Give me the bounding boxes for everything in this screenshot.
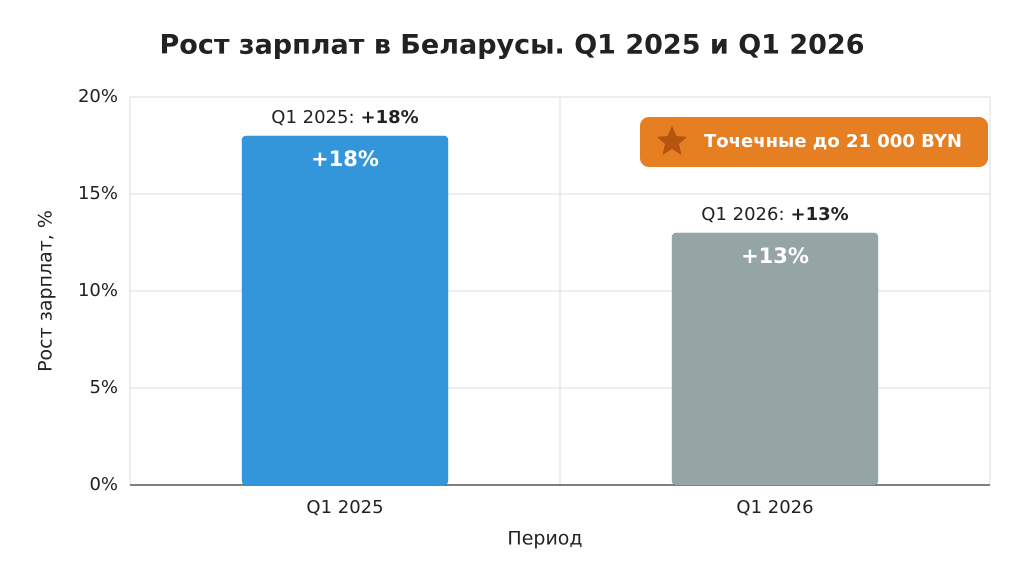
badge-text: Точечные до 21 000 BYN <box>704 131 962 152</box>
y-tick-label: 5% <box>89 377 118 398</box>
x-tick-label: Q1 2026 <box>736 497 813 518</box>
bar-annotation: Q1 2026: +13% <box>701 204 848 225</box>
x-axis-label: Период <box>507 528 582 550</box>
bar-value-label: +13% <box>741 244 809 268</box>
star-icon <box>657 126 687 155</box>
annotation-period: Q1 2026: <box>701 204 784 225</box>
badge-box <box>640 117 988 167</box>
x-tick-label: Q1 2025 <box>306 497 383 518</box>
bar-annotation: Q1 2025: +18% <box>271 107 418 128</box>
badge: Точечные до 21 000 BYN <box>640 117 988 167</box>
annotation-value: +18% <box>361 107 419 128</box>
bar <box>671 232 879 485</box>
annotation-period: Q1 2025: <box>271 107 354 128</box>
chart-title: Рост зарплат в Беларусы. Q1 2025 и Q1 20… <box>160 30 865 61</box>
y-tick-label: 15% <box>78 183 118 204</box>
y-axis-label: Рост зарплат, % <box>35 210 57 372</box>
y-tick-label: 10% <box>78 280 118 301</box>
bar-value-label: +18% <box>311 147 379 171</box>
bar <box>241 135 449 486</box>
y-tick-label: 0% <box>89 474 118 495</box>
y-tick-label: 20% <box>78 86 118 107</box>
annotation-value: +13% <box>791 204 849 225</box>
